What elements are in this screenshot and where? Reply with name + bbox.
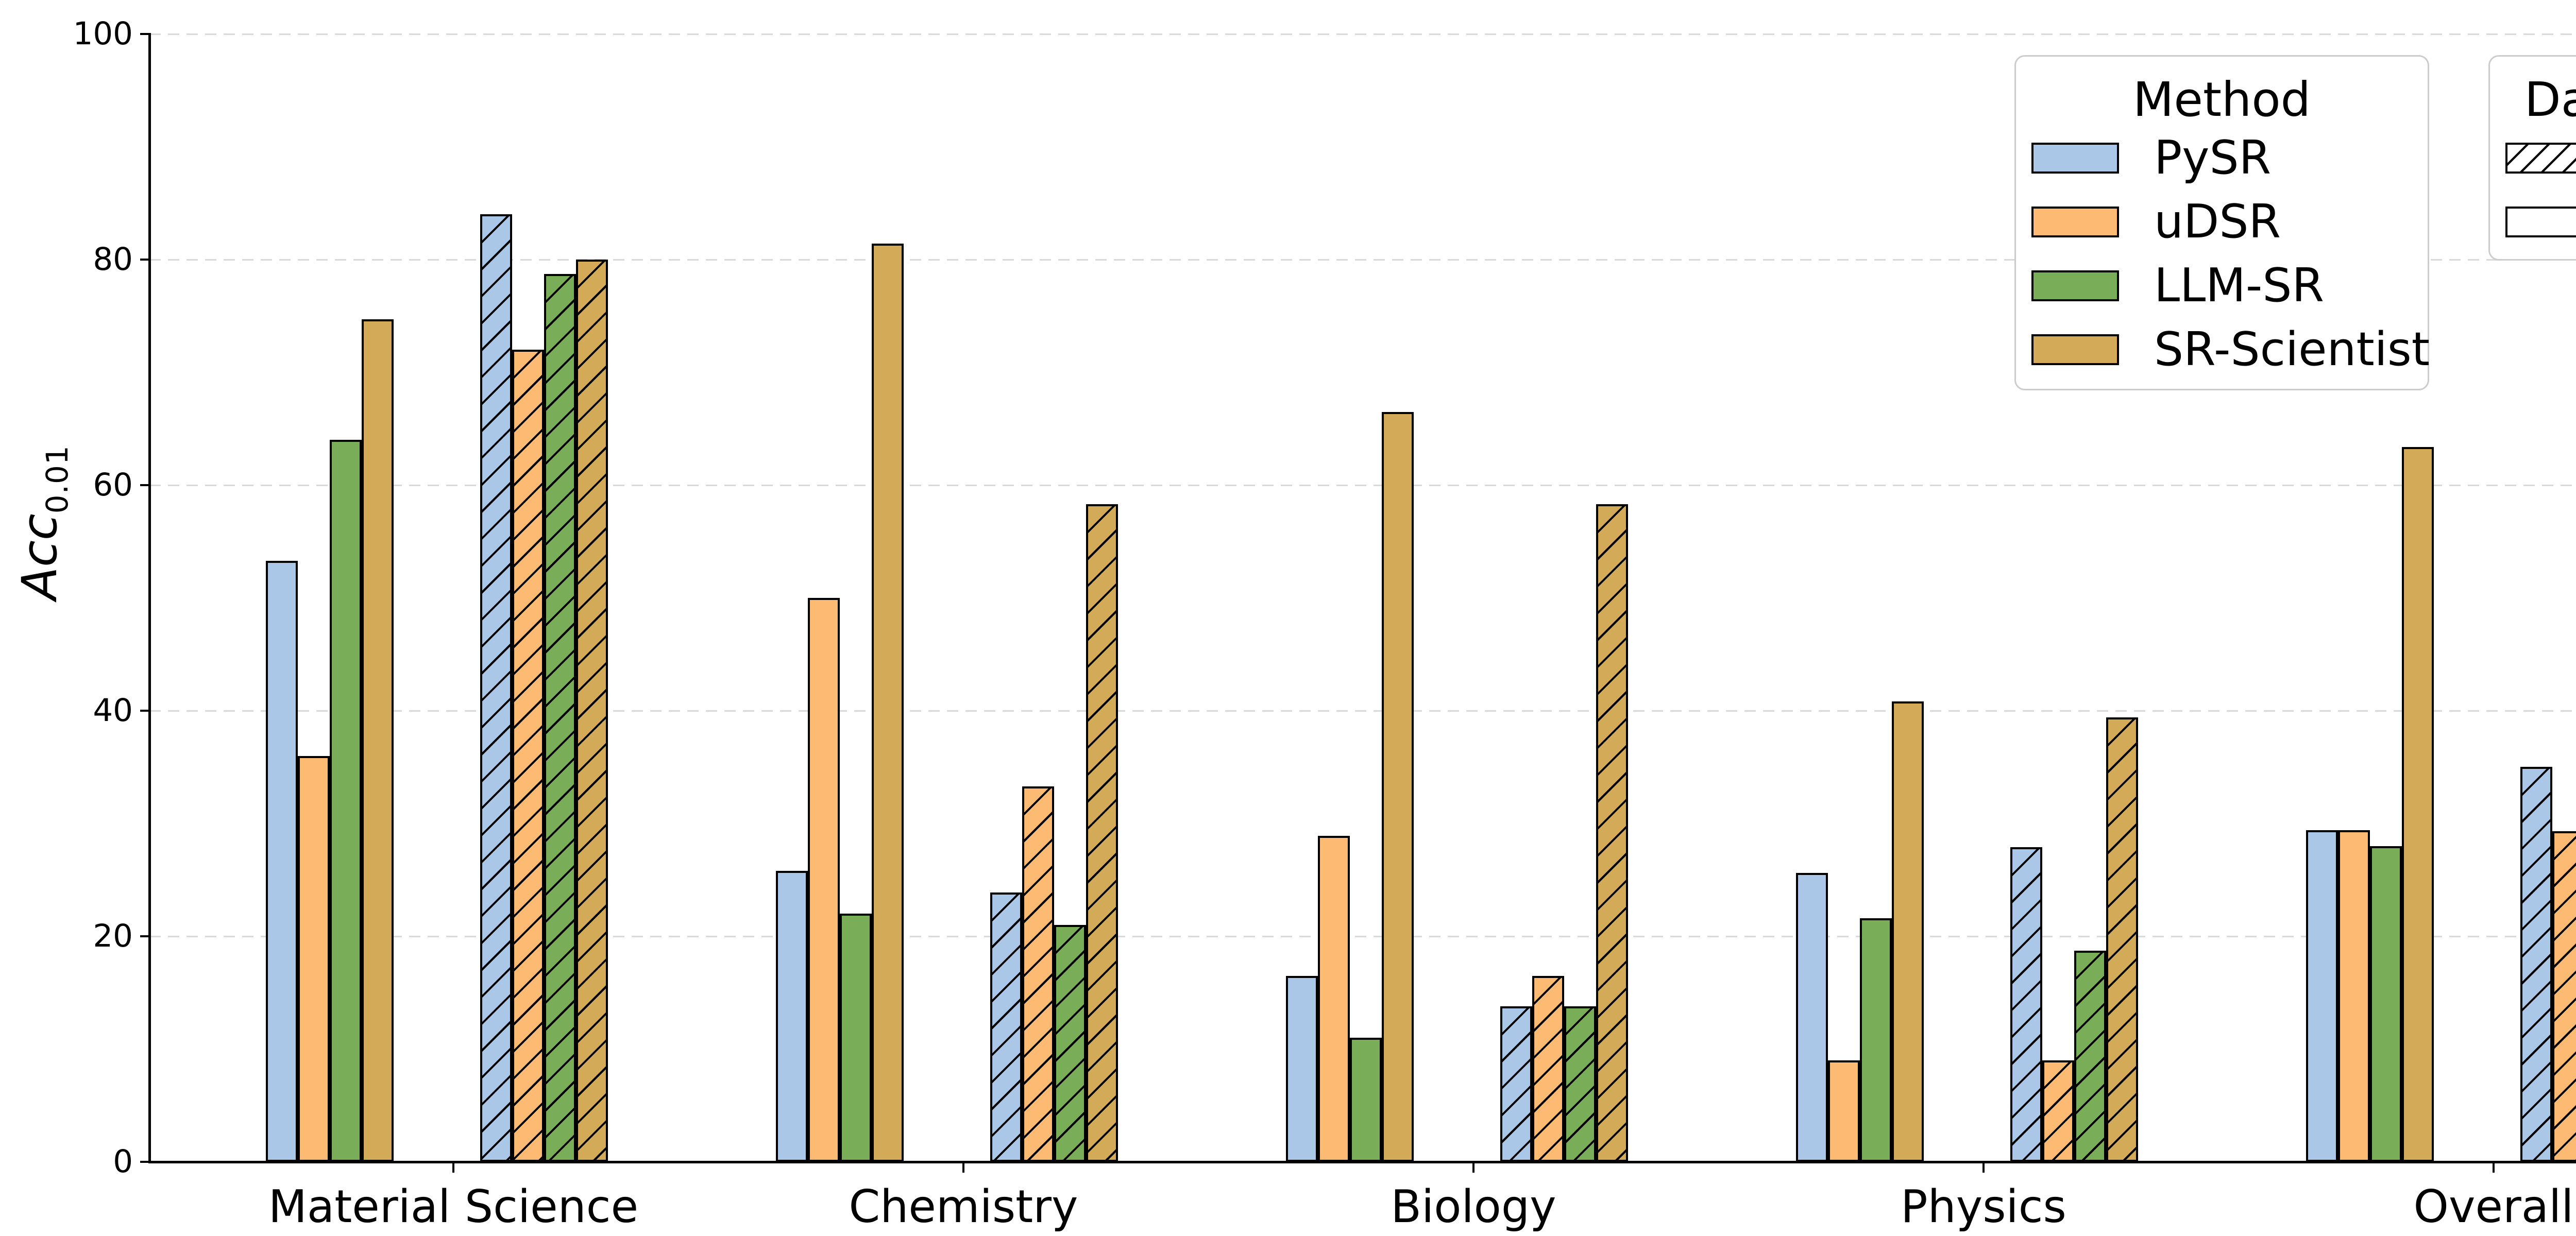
y-tick-80 <box>140 259 149 261</box>
legend-method-row-udsr: uDSR <box>2031 199 2281 245</box>
y-tick-100 <box>140 33 149 35</box>
y-tick-0 <box>140 1161 149 1163</box>
legend-swatch-pysr <box>2031 143 2119 174</box>
y-tick-label-20: 20 <box>93 918 133 954</box>
y-tick-label-100: 100 <box>73 15 133 52</box>
bar-pysr-id-chemistry <box>776 871 808 1162</box>
bar-llm-sr-ood-biology <box>1564 1006 1596 1162</box>
bar-pysr-ood-chemistry <box>990 892 1022 1162</box>
legend-method-row-sr-scientist: SR-Scientist <box>2031 327 2430 373</box>
bar-udsr-ood-biology <box>1532 976 1564 1162</box>
y-tick-60 <box>140 484 149 486</box>
bar-pysr-ood-overall <box>2520 767 2552 1162</box>
legend-method-label-sr-scientist: SR-Scientist <box>2154 322 2430 376</box>
bar-udsr-ood-material-science <box>512 350 544 1162</box>
y-axis-spine <box>148 33 151 1163</box>
bar-pysr-id-overall <box>2306 830 2338 1162</box>
x-tick-label-biology: Biology <box>1391 1180 1556 1233</box>
bar-sr-scientist-id-physics <box>1892 701 1924 1162</box>
legend-swatch-id <box>2505 207 2576 237</box>
bar-pysr-ood-biology <box>1500 1006 1532 1162</box>
gridline-40 <box>149 710 2576 712</box>
legend-dataset-row-ood: OOD <box>2505 142 2576 174</box>
bar-udsr-ood-physics <box>2042 1060 2074 1162</box>
legend-swatch-udsr <box>2031 207 2119 237</box>
bar-udsr-ood-chemistry <box>1022 786 1054 1162</box>
gridline-100 <box>149 33 2576 35</box>
y-tick-label-60: 60 <box>93 467 133 503</box>
legend-method-row-llm-sr: LLM-SR <box>2031 263 2324 309</box>
y-tick-label-40: 40 <box>93 692 133 729</box>
bar-pysr-id-biology <box>1286 976 1318 1162</box>
x-tick-physics <box>1982 1163 1985 1173</box>
x-tick-overall <box>2493 1163 2495 1173</box>
bar-sr-scientist-id-material-science <box>362 319 394 1162</box>
bar-sr-scientist-ood-physics <box>2106 717 2138 1162</box>
bar-llm-sr-ood-material-science <box>544 274 576 1162</box>
bar-sr-scientist-id-biology <box>1382 412 1414 1162</box>
bar-udsr-id-material-science <box>298 756 330 1162</box>
y-tick-20 <box>140 935 149 937</box>
bar-sr-scientist-ood-material-science <box>576 260 608 1162</box>
legend-swatch-sr-scientist <box>2031 334 2119 365</box>
y-tick-label-0: 0 <box>113 1143 133 1180</box>
bar-llm-sr-id-physics <box>1860 918 1892 1162</box>
legend-method-row-pysr: PySR <box>2031 135 2271 181</box>
x-tick-label-overall: Overall <box>2413 1180 2574 1233</box>
bar-llm-sr-id-chemistry <box>840 914 872 1162</box>
y-axis-label-main: Acc <box>12 513 68 600</box>
bar-sr-scientist-id-overall <box>2402 447 2434 1162</box>
bar-llm-sr-id-biology <box>1350 1038 1382 1162</box>
bar-udsr-id-chemistry <box>808 598 840 1162</box>
legend-swatch-ood <box>2505 143 2576 174</box>
bar-sr-scientist-ood-biology <box>1596 504 1628 1162</box>
bar-llm-sr-id-overall <box>2370 846 2402 1162</box>
x-tick-biology <box>1472 1163 1475 1173</box>
x-tick-material-science <box>452 1163 454 1173</box>
bar-udsr-id-physics <box>1828 1060 1860 1162</box>
legend-method-label-pysr: PySR <box>2154 131 2272 185</box>
bar-pysr-ood-physics <box>2010 847 2042 1162</box>
y-tick-40 <box>140 710 149 712</box>
bar-llm-sr-ood-physics <box>2074 951 2106 1162</box>
x-tick-label-physics: Physics <box>1901 1180 2066 1233</box>
bar-udsr-id-biology <box>1318 836 1350 1162</box>
legend-method-label-llm-sr: LLM-SR <box>2154 259 2325 313</box>
legend-swatch-llm-sr <box>2031 270 2119 301</box>
bar-pysr-id-material-science <box>266 561 298 1162</box>
legend-dataset-title: Dataset <box>2524 72 2576 127</box>
x-tick-label-chemistry: Chemistry <box>849 1180 1078 1233</box>
bar-pysr-id-physics <box>1796 873 1828 1162</box>
x-tick-chemistry <box>962 1163 964 1173</box>
bar-pysr-ood-material-science <box>480 214 512 1162</box>
legend-dataset: Dataset OOD ID <box>2488 55 2576 261</box>
gridline-80 <box>149 259 2576 261</box>
legend-method-label-udsr: uDSR <box>2154 195 2281 249</box>
gridline-60 <box>149 484 2576 486</box>
bar-udsr-ood-overall <box>2552 831 2576 1162</box>
x-tick-label-material-science: Material Science <box>268 1180 639 1233</box>
bar-llm-sr-ood-chemistry <box>1054 925 1086 1162</box>
legend-method-title: Method <box>2132 72 2311 127</box>
bar-sr-scientist-id-chemistry <box>872 244 904 1162</box>
y-tick-label-80: 80 <box>93 241 133 278</box>
x-axis-spine <box>148 1161 2576 1163</box>
legend-method: Method PySR uDSR LLM-SR SR-Scientist <box>2014 55 2430 390</box>
bar-udsr-id-overall <box>2338 830 2370 1162</box>
gridline-20 <box>149 935 2576 937</box>
y-axis-label-subscript: 0.01 <box>40 445 75 514</box>
legend-dataset-row-id: ID <box>2505 206 2576 238</box>
bar-sr-scientist-ood-chemistry <box>1086 504 1118 1162</box>
bar-llm-sr-id-material-science <box>330 440 362 1162</box>
